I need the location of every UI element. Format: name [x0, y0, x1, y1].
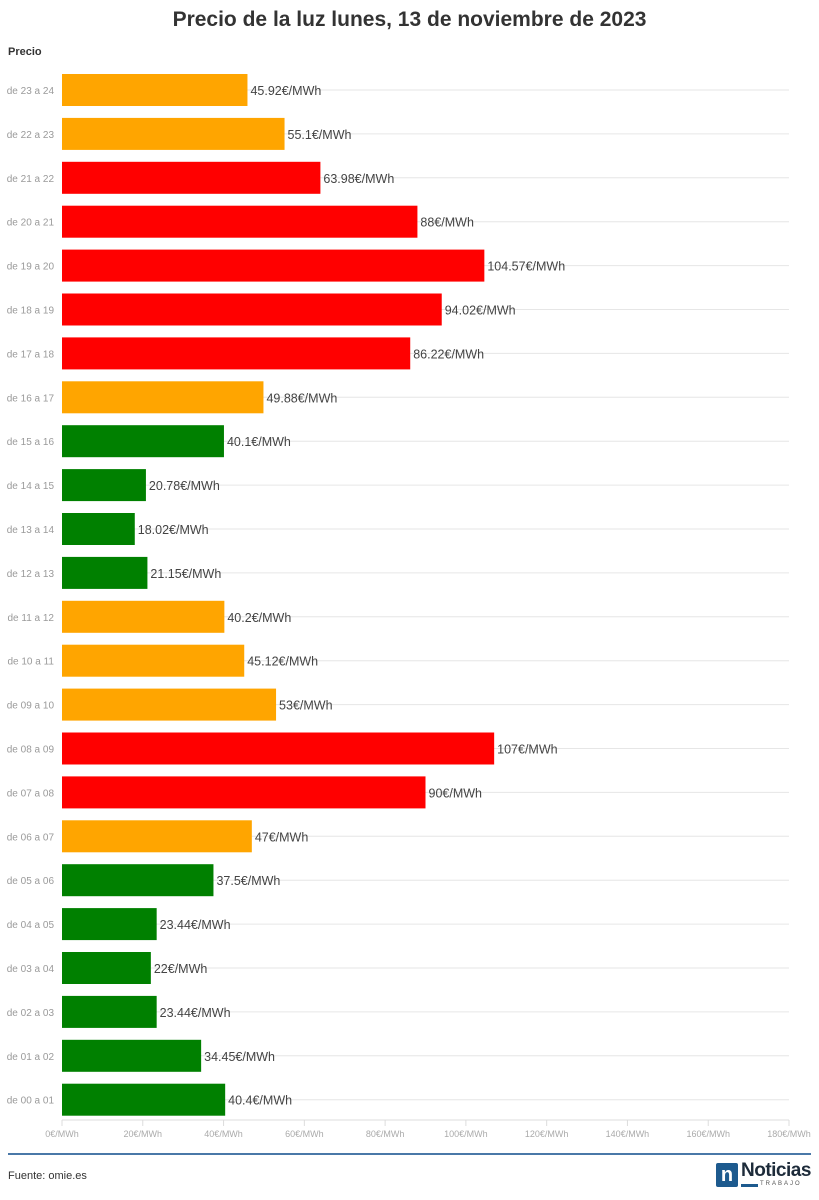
- bar: [62, 74, 248, 106]
- data-label: 90€/MWh: [429, 786, 483, 800]
- bar-chart: 0€/MWh 20€/MWh 40€/MWh 60€/MWh 80€/MWh 100€/M…: [7, 74, 811, 1139]
- data-label: 23.44€/MWh: [160, 918, 231, 932]
- x-tick-label: 40€/MWh: [204, 1129, 243, 1139]
- bar: [62, 688, 277, 721]
- bar: [62, 600, 225, 633]
- brand-logo: n Noticias TRABAJO: [716, 1160, 812, 1189]
- data-label: 49.88€/MWh: [266, 391, 337, 405]
- data-label: 40.4€/MWh: [228, 1094, 292, 1108]
- chart-title: Precio de la luz lunes, 13 de noviembre …: [172, 8, 647, 31]
- category-label: de 15 a 16: [7, 437, 55, 448]
- data-label: 55.1€/MWh: [288, 128, 352, 142]
- data-label: 53€/MWh: [279, 699, 333, 713]
- bar: [62, 425, 224, 458]
- category-label: de 10 a 11: [7, 657, 54, 668]
- category-label: de 08 a 09: [7, 745, 55, 756]
- category-label: de 17 a 18: [7, 349, 55, 360]
- bar: [62, 732, 495, 765]
- logo-mark-icon: n: [716, 1163, 738, 1187]
- category-label: de 18 a 19: [7, 306, 55, 317]
- bar: [62, 864, 214, 897]
- data-label: 22€/MWh: [154, 962, 208, 976]
- category-label: de 06 a 07: [7, 832, 55, 843]
- x-tick-label: 60€/MWh: [285, 1129, 324, 1139]
- logo-text: Noticias: [741, 1160, 811, 1181]
- category-label: de 04 a 05: [7, 920, 55, 931]
- logo-subtext: TRABAJO: [760, 1181, 802, 1187]
- category-label: de 21 a 22: [7, 174, 55, 185]
- category-label: de 03 a 04: [7, 964, 55, 975]
- category-label: de 02 a 03: [7, 1008, 55, 1019]
- category-label: de 07 a 08: [7, 788, 55, 799]
- logo-underline: [741, 1184, 758, 1187]
- x-tick-label: 160€/MWh: [686, 1129, 730, 1139]
- bar: [62, 161, 321, 194]
- x-tick-label: 0€/MWh: [45, 1129, 79, 1139]
- data-label: 40.1€/MWh: [227, 435, 291, 449]
- bar: [62, 205, 418, 238]
- data-label: 20.78€/MWh: [149, 479, 220, 493]
- bar: [62, 1039, 202, 1072]
- x-tick-label: 20€/MWh: [124, 1129, 163, 1139]
- bar: [62, 117, 285, 150]
- data-label: 23.44€/MWh: [160, 1006, 231, 1020]
- category-label: de 12 a 13: [7, 569, 55, 580]
- data-label: 63.98€/MWh: [323, 172, 394, 186]
- data-label: 18.02€/MWh: [138, 523, 209, 537]
- data-label: 37.5€/MWh: [216, 874, 280, 888]
- bar: [62, 293, 442, 326]
- bar: [62, 337, 411, 370]
- category-label: de 05 a 06: [7, 876, 55, 887]
- bar: [62, 995, 157, 1028]
- data-label: 94.02€/MWh: [445, 304, 516, 318]
- x-tick-label: 80€/MWh: [366, 1129, 405, 1139]
- category-label: de 14 a 15: [7, 481, 55, 492]
- data-label: 45.92€/MWh: [250, 84, 321, 98]
- data-label: 40.2€/MWh: [227, 611, 291, 625]
- data-label: 34.45€/MWh: [204, 1050, 275, 1064]
- bar: [62, 820, 252, 853]
- bar: [62, 249, 485, 282]
- category-label: de 13 a 14: [7, 525, 55, 536]
- bar: [62, 1083, 226, 1116]
- x-tick-label: 180€/MWh: [767, 1129, 811, 1139]
- category-label: de 23 a 24: [7, 86, 55, 97]
- bar: [62, 644, 245, 677]
- category-label: de 11 a 12: [7, 613, 54, 624]
- category-label: de 01 a 02: [7, 1052, 55, 1063]
- data-label: 104.57€/MWh: [487, 260, 565, 274]
- category-label: de 16 a 17: [7, 393, 55, 404]
- bar: [62, 556, 148, 589]
- bar: [62, 952, 151, 984]
- bar: [62, 776, 426, 809]
- category-label: de 00 a 01: [7, 1096, 55, 1107]
- data-label: 107€/MWh: [497, 743, 557, 757]
- y-axis-label: Precio: [8, 46, 42, 58]
- bar: [62, 908, 157, 941]
- x-tick-label: 100€/MWh: [444, 1129, 488, 1139]
- bar: [62, 513, 135, 545]
- category-label: de 22 a 23: [7, 130, 55, 141]
- data-label: 47€/MWh: [255, 830, 309, 844]
- source-note: Fuente: omie.es: [8, 1170, 87, 1182]
- data-label: 21.15€/MWh: [150, 567, 221, 581]
- category-label: de 09 a 10: [7, 701, 55, 712]
- footer-divider: [8, 1153, 811, 1155]
- bar: [62, 469, 146, 502]
- x-tick-label: 120€/MWh: [525, 1129, 569, 1139]
- category-label: de 20 a 21: [7, 218, 55, 229]
- category-label: de 19 a 20: [7, 262, 55, 273]
- x-tick-label: 140€/MWh: [606, 1129, 650, 1139]
- data-label: 88€/MWh: [420, 216, 474, 230]
- data-label: 86.22€/MWh: [413, 347, 484, 361]
- bar: [62, 381, 264, 414]
- data-label: 45.12€/MWh: [247, 655, 318, 669]
